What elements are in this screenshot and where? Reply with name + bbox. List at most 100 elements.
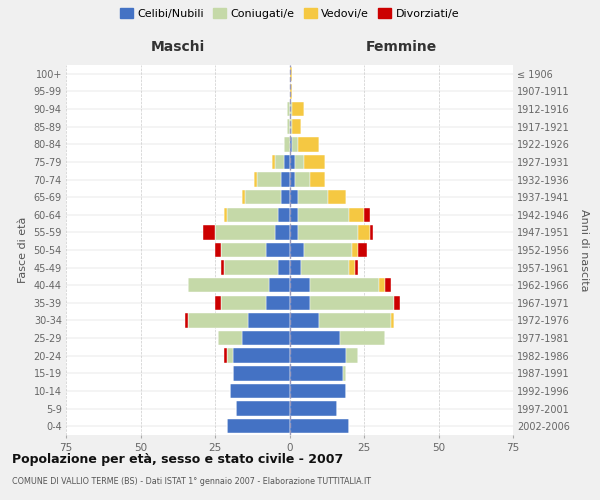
Bar	[290, 66, 292, 81]
Bar	[298, 137, 319, 152]
Bar	[284, 137, 290, 152]
Bar	[391, 314, 394, 328]
Bar	[310, 278, 379, 292]
Bar	[355, 260, 358, 275]
Bar	[310, 172, 325, 186]
Bar	[281, 190, 290, 204]
Bar	[298, 190, 328, 204]
Bar	[304, 154, 325, 169]
Bar	[290, 419, 349, 434]
Bar	[292, 102, 304, 117]
Bar	[290, 120, 292, 134]
Bar	[221, 260, 224, 275]
Bar	[224, 348, 227, 363]
Bar	[266, 296, 290, 310]
Bar	[227, 208, 278, 222]
Bar	[358, 225, 370, 240]
Bar	[221, 243, 266, 257]
Bar	[290, 172, 295, 186]
Bar	[215, 243, 221, 257]
Text: COMUNE DI VALLIO TERME (BS) - Dati ISTAT 1° gennaio 2007 - Elaborazione TUTTITAL: COMUNE DI VALLIO TERME (BS) - Dati ISTAT…	[12, 478, 371, 486]
Bar	[278, 208, 290, 222]
Bar	[203, 225, 215, 240]
Bar	[254, 172, 257, 186]
Legend: Celibi/Nubili, Coniugati/e, Vedovi/e, Divorziati/e: Celibi/Nubili, Coniugati/e, Vedovi/e, Di…	[115, 4, 464, 24]
Bar	[385, 278, 391, 292]
Bar	[227, 348, 233, 363]
Bar	[248, 314, 290, 328]
Bar	[295, 154, 304, 169]
Bar	[349, 260, 355, 275]
Bar	[358, 243, 367, 257]
Bar	[352, 243, 358, 257]
Bar	[269, 278, 290, 292]
Bar	[343, 366, 346, 380]
Text: Femmine: Femmine	[365, 40, 437, 54]
Bar	[340, 331, 385, 345]
Bar	[290, 102, 292, 117]
Bar	[290, 314, 319, 328]
Bar	[227, 419, 290, 434]
Bar	[245, 190, 281, 204]
Bar	[295, 172, 310, 186]
Bar	[319, 314, 391, 328]
Bar	[379, 278, 385, 292]
Bar	[281, 172, 290, 186]
Bar	[185, 314, 188, 328]
Bar	[287, 102, 290, 117]
Bar	[215, 225, 275, 240]
Bar	[394, 296, 400, 310]
Bar	[233, 348, 290, 363]
Bar	[290, 225, 298, 240]
Bar	[346, 348, 358, 363]
Bar	[290, 366, 343, 380]
Bar	[188, 314, 248, 328]
Bar	[292, 137, 298, 152]
Bar	[290, 278, 310, 292]
Y-axis label: Fasce di età: Fasce di età	[18, 217, 28, 283]
Y-axis label: Anni di nascita: Anni di nascita	[580, 209, 589, 291]
Bar	[275, 225, 290, 240]
Text: Popolazione per età, sesso e stato civile - 2007: Popolazione per età, sesso e stato civil…	[12, 452, 343, 466]
Bar	[328, 190, 346, 204]
Bar	[290, 137, 292, 152]
Bar	[284, 154, 290, 169]
Bar	[224, 260, 278, 275]
Bar	[242, 190, 245, 204]
Bar	[233, 366, 290, 380]
Bar	[290, 402, 337, 416]
Bar	[290, 384, 346, 398]
Bar	[215, 296, 221, 310]
Bar	[290, 84, 292, 98]
Bar	[257, 172, 281, 186]
Bar	[272, 154, 275, 169]
Bar	[278, 260, 290, 275]
Bar	[236, 402, 290, 416]
Bar	[310, 296, 394, 310]
Bar	[224, 208, 227, 222]
Bar	[292, 120, 301, 134]
Bar	[266, 243, 290, 257]
Bar	[188, 278, 269, 292]
Bar	[290, 296, 310, 310]
Bar	[218, 331, 242, 345]
Bar	[290, 190, 298, 204]
Bar	[290, 260, 301, 275]
Bar	[287, 120, 290, 134]
Text: Maschi: Maschi	[151, 40, 205, 54]
Bar	[242, 331, 290, 345]
Bar	[298, 208, 349, 222]
Bar	[290, 243, 304, 257]
Bar	[221, 296, 266, 310]
Bar	[304, 243, 352, 257]
Bar	[364, 208, 370, 222]
Bar	[349, 208, 364, 222]
Bar	[370, 225, 373, 240]
Bar	[298, 225, 358, 240]
Bar	[290, 331, 340, 345]
Bar	[275, 154, 284, 169]
Bar	[290, 154, 295, 169]
Bar	[290, 208, 298, 222]
Bar	[290, 348, 346, 363]
Bar	[230, 384, 290, 398]
